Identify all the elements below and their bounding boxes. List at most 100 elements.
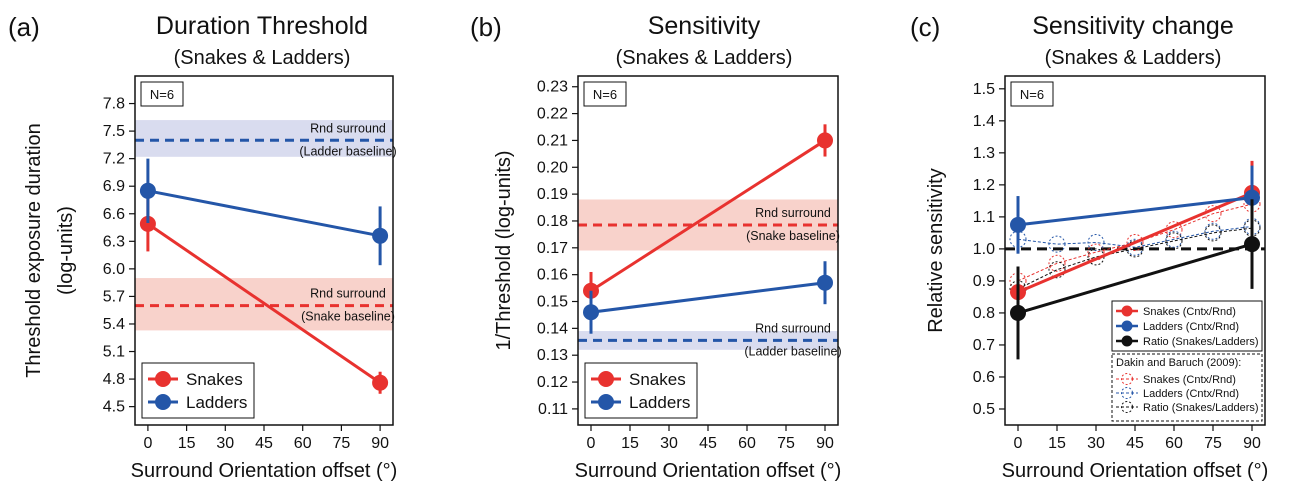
x-tick-label: 0 bbox=[1014, 435, 1023, 452]
y-tick-label: 0.11 bbox=[538, 401, 568, 418]
y-tick-label: 7.8 bbox=[103, 96, 125, 113]
data-point bbox=[817, 132, 833, 149]
y-tick-label: 0.20 bbox=[537, 159, 568, 176]
n-label-box bbox=[583, 81, 627, 107]
x-axis-label: Surround Orientation offset (°) bbox=[131, 460, 398, 482]
x-tick-label: 15 bbox=[621, 435, 639, 452]
comparison-point bbox=[1126, 233, 1144, 251]
chart-title: Sensitivity bbox=[648, 12, 761, 40]
data-point bbox=[372, 227, 389, 244]
y-tick-label: 6.3 bbox=[103, 233, 125, 250]
y-axis-label-units: (log-units) bbox=[55, 206, 77, 295]
series-line bbox=[590, 139, 826, 293]
y-tick-label: 0.22 bbox=[537, 106, 568, 123]
legend-label: Ladders (Cntx/Rnd) bbox=[1143, 321, 1239, 333]
y-tick-label: 7.2 bbox=[103, 151, 125, 168]
x-tick-label: 75 bbox=[777, 435, 795, 452]
series-line bbox=[147, 222, 381, 384]
x-tick-label: 30 bbox=[216, 435, 234, 452]
n-label-box bbox=[1010, 81, 1054, 107]
y-tick-label: 0.19 bbox=[537, 186, 568, 203]
comparison-point bbox=[1048, 254, 1066, 272]
data-point bbox=[372, 374, 389, 391]
n-label: N=6 bbox=[1020, 87, 1044, 102]
panel-letter: (b) bbox=[470, 12, 502, 42]
y-tick-label: 0.8 bbox=[973, 305, 995, 322]
baseline-label: Rnd surround bbox=[755, 321, 831, 335]
y-tick-label: 1.1 bbox=[973, 209, 995, 226]
n-label: N=6 bbox=[150, 87, 174, 102]
y-tick-label: 1.4 bbox=[973, 113, 995, 130]
comparison-legend-marker bbox=[1121, 373, 1133, 385]
data-point bbox=[1244, 236, 1260, 253]
y-tick-label: 4.5 bbox=[103, 399, 125, 416]
chart-title: Duration Threshold bbox=[156, 12, 368, 40]
comparison-point bbox=[1204, 224, 1222, 242]
data-point bbox=[139, 182, 156, 199]
comparison-point bbox=[1165, 232, 1183, 250]
chart-title: Sensitivity change bbox=[1032, 12, 1234, 40]
chart-subtitle: (Snakes & Ladders) bbox=[1045, 47, 1222, 69]
y-tick-label: 0.17 bbox=[537, 240, 568, 257]
y-tick-label: 0.16 bbox=[537, 267, 568, 284]
baseline-label: Rnd surround bbox=[310, 121, 386, 135]
series-line bbox=[590, 281, 826, 314]
comparison-point bbox=[1087, 233, 1105, 251]
legend-label: Ladders bbox=[186, 393, 247, 412]
x-tick-label: 60 bbox=[294, 435, 312, 452]
x-tick-label: 75 bbox=[1204, 435, 1222, 452]
baseline-sublabel: (Snake baseline) bbox=[301, 310, 395, 324]
x-tick-label: 45 bbox=[255, 435, 273, 452]
comparison-legend-marker bbox=[1121, 387, 1133, 399]
y-tick-label: 0.5 bbox=[973, 401, 995, 418]
baseline-band bbox=[135, 120, 393, 157]
y-tick-label: 0.18 bbox=[537, 213, 568, 230]
y-tick-label: 7.5 bbox=[103, 123, 125, 140]
series-line bbox=[1017, 191, 1253, 294]
data-point bbox=[583, 304, 599, 321]
x-tick-label: 45 bbox=[1126, 435, 1144, 452]
panel-letter: (a) bbox=[8, 12, 40, 42]
series-line bbox=[1017, 196, 1253, 227]
x-tick-label: 45 bbox=[699, 435, 717, 452]
data-point bbox=[1010, 304, 1026, 321]
comparison-legend-box bbox=[1111, 353, 1263, 422]
x-tick-label: 60 bbox=[738, 435, 756, 452]
y-tick-label: 0.6 bbox=[973, 369, 995, 386]
y-tick-label: 0.12 bbox=[537, 374, 568, 391]
baseline-band bbox=[578, 331, 838, 350]
data-point bbox=[817, 274, 833, 291]
data-point bbox=[1010, 216, 1026, 233]
legend-label: Ratio (Snakes/Ladders) bbox=[1143, 336, 1259, 348]
y-tick-label: 4.8 bbox=[103, 371, 125, 388]
y-tick-label: 1.2 bbox=[973, 177, 995, 194]
chart-subtitle: (Snakes & Ladders) bbox=[616, 47, 793, 69]
x-tick-label: 30 bbox=[660, 435, 678, 452]
legend-marker bbox=[155, 371, 171, 387]
comparison-line bbox=[1017, 225, 1253, 248]
data-point bbox=[1244, 189, 1260, 206]
data-point bbox=[139, 215, 156, 232]
baseline-label: Rnd surround bbox=[310, 287, 386, 301]
y-tick-label: 6.6 bbox=[103, 206, 125, 223]
y-tick-label: 0.14 bbox=[537, 320, 568, 337]
y-tick-label: 0.21 bbox=[537, 132, 568, 149]
comparison-legend-label: Ratio (Snakes/Ladders) bbox=[1143, 402, 1259, 414]
y-tick-label: 6.9 bbox=[103, 178, 125, 195]
y-tick-label: 1.0 bbox=[973, 241, 995, 258]
comparison-point bbox=[1048, 261, 1066, 279]
x-tick-label: 90 bbox=[816, 435, 834, 452]
comparison-legend-marker bbox=[1121, 401, 1133, 413]
legend-label: Snakes (Cntx/Rnd) bbox=[1143, 306, 1236, 318]
baseline-sublabel: (Ladder baseline) bbox=[744, 344, 841, 358]
x-tick-label: 90 bbox=[1243, 435, 1261, 452]
baseline-sublabel: (Ladder baseline) bbox=[299, 144, 396, 158]
baseline-sublabel: (Snake baseline) bbox=[746, 229, 840, 243]
y-tick-label: 6.0 bbox=[103, 261, 125, 278]
chart-subtitle: (Snakes & Ladders) bbox=[174, 47, 351, 69]
comparison-legend-label: Ladders (Cntx/Rnd) bbox=[1143, 388, 1239, 400]
legend-marker bbox=[1121, 305, 1133, 317]
legend-marker bbox=[1121, 335, 1133, 347]
n-label-box bbox=[140, 81, 184, 107]
